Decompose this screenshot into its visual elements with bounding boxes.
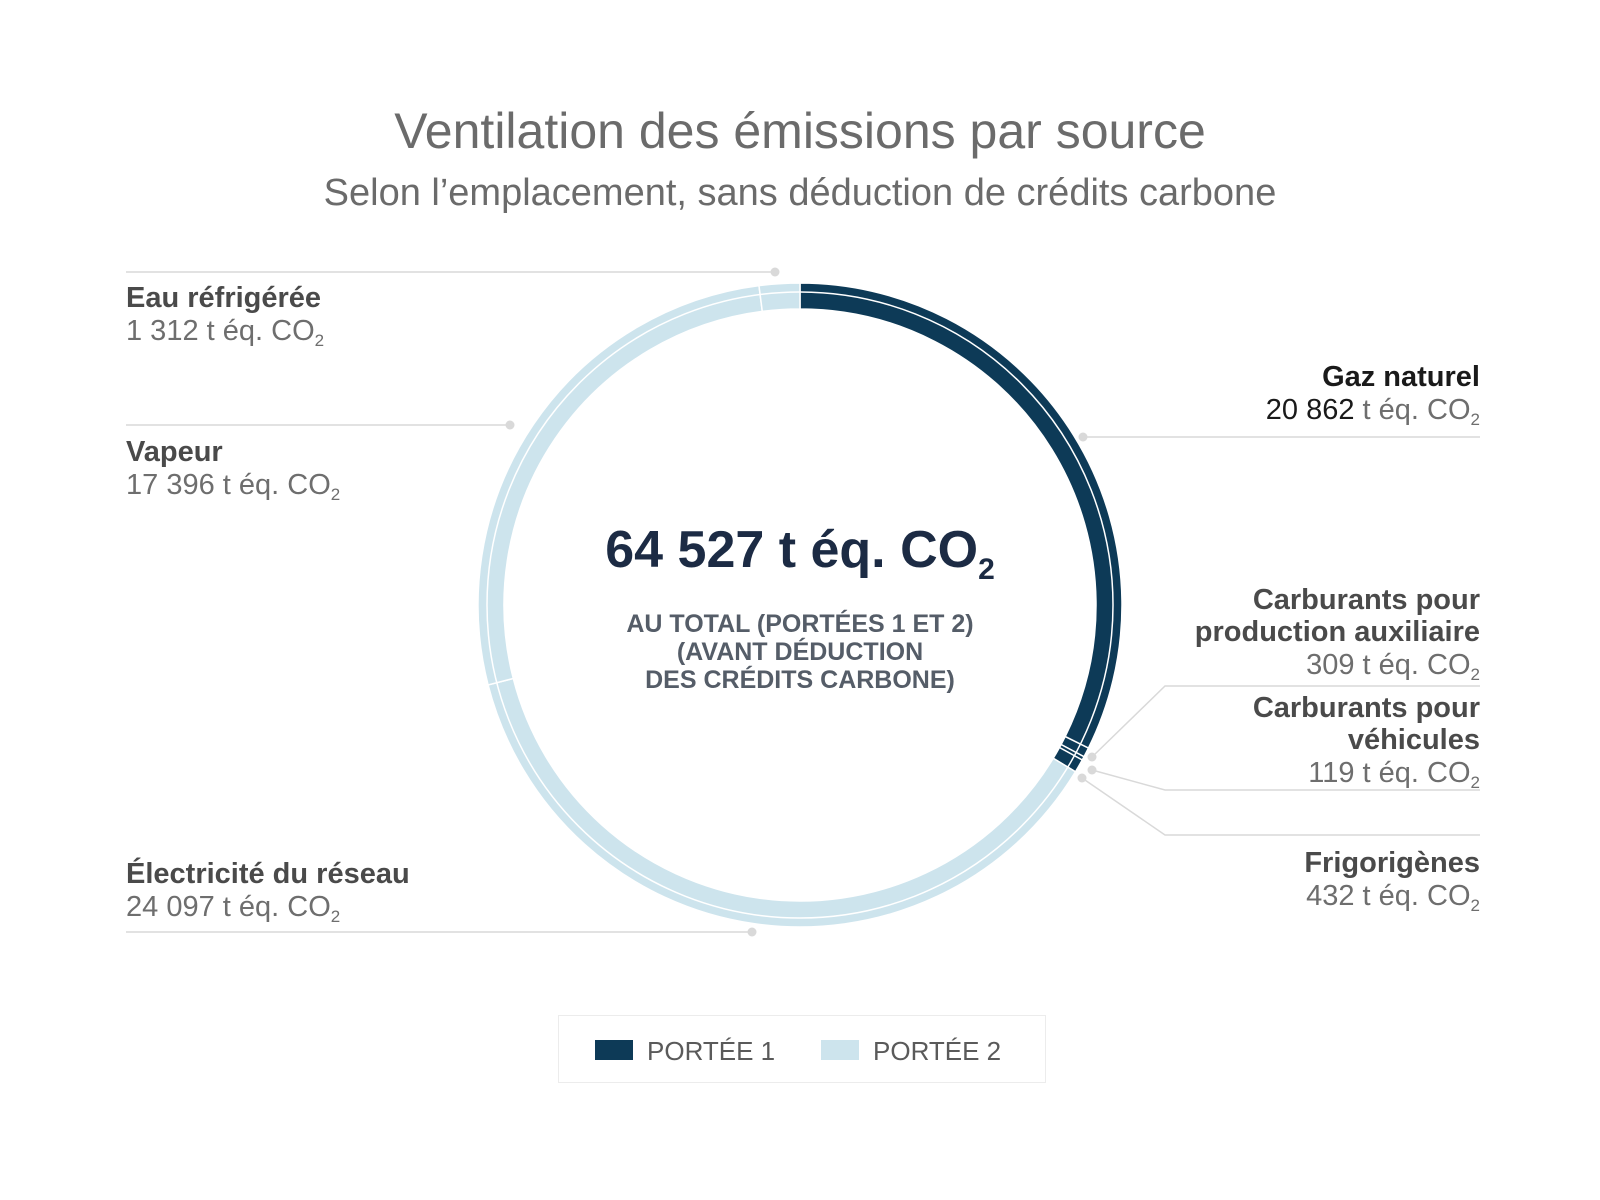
slice-name: Eau réfrigérée bbox=[126, 282, 322, 314]
slice-name: Carburants pour production auxiliaire bbox=[1194, 584, 1480, 648]
center-total-text: 64 527 t éq. CO bbox=[605, 521, 979, 579]
slice-value: 432 t éq. CO2 bbox=[1306, 880, 1480, 915]
leader-dot bbox=[1078, 432, 1088, 442]
slice-label-eau-refrigeree: Eau réfrigérée 1 312 t éq. CO2 bbox=[126, 282, 324, 358]
leader-dot bbox=[747, 927, 757, 937]
slice-label-electricite: Électricité du réseau 24 097 t éq. CO2 bbox=[126, 858, 410, 934]
slice-name: Vapeur bbox=[126, 436, 223, 468]
center-total-sub: 2 bbox=[978, 553, 995, 586]
center-caption: AU TOTAL (PORTÉES 1 ET 2) (AVANT DÉDUCTI… bbox=[540, 610, 1060, 694]
slice-name: Gaz naturel bbox=[1322, 361, 1480, 393]
slice-value: 1 312 t éq. CO2 bbox=[126, 315, 325, 350]
leader-line bbox=[1081, 777, 1480, 836]
slice-label-carburants-production: Carburants pour production auxiliaire 309… bbox=[1080, 584, 1480, 692]
slice-name: Carburants pour véhicules bbox=[1252, 692, 1480, 756]
slice-label-gaz-naturel: Gaz naturel 20 862 t éq. CO2 bbox=[1080, 361, 1480, 437]
slice-4 bbox=[487, 677, 1077, 928]
leader-line bbox=[1091, 685, 1480, 758]
chart-title: Ventilation des émissions par source bbox=[394, 103, 1206, 159]
slice-6 bbox=[758, 282, 801, 313]
ring-inner-line bbox=[486, 291, 1114, 919]
leader-dot bbox=[1087, 765, 1097, 775]
donut-ring bbox=[477, 282, 1123, 928]
slice-label-frigorigenes: Frigorigènes 432 t éq. CO2 bbox=[1080, 847, 1480, 923]
slice-label-vapeur: Vapeur 17 396 t éq. CO2 bbox=[126, 436, 340, 512]
slice-name: Électricité du réseau bbox=[126, 858, 410, 890]
slice-value: 119 t éq. CO2 bbox=[1308, 757, 1480, 792]
center-caption-line: DES CRÉDITS CARBONE) bbox=[645, 666, 955, 694]
leader-lines bbox=[126, 267, 1480, 937]
legend: PORTÉE 1 PORTÉE 2 bbox=[558, 1015, 1046, 1083]
center-caption-line: AU TOTAL (PORTÉES 1 ET 2) bbox=[626, 610, 974, 638]
leader-line bbox=[1091, 769, 1480, 791]
slice-value: 24 097 t éq. CO2 bbox=[126, 891, 341, 926]
chart-subtitle: Selon l’emplacement, sans déduction de c… bbox=[323, 172, 1277, 214]
center-caption-line: (AVANT DÉDUCTION bbox=[676, 638, 924, 666]
slice-label-carburants-vehicules: Carburants pour véhicules 119 t éq. CO2 bbox=[1080, 692, 1480, 800]
legend-swatch bbox=[821, 1040, 859, 1060]
leader-dot bbox=[1087, 752, 1097, 762]
slice-value: 309 t éq. CO2 bbox=[1306, 649, 1480, 684]
leader-dot bbox=[1077, 773, 1087, 783]
leader-dot bbox=[770, 267, 780, 277]
legend-swatch bbox=[595, 1040, 633, 1060]
legend-label: PORTÉE 1 bbox=[647, 1036, 776, 1066]
slice-value: 17 396 t éq. CO2 bbox=[126, 469, 341, 504]
legend-label: PORTÉE 2 bbox=[873, 1036, 1002, 1066]
slice-value: 20 862 t éq. CO2 bbox=[1265, 394, 1480, 429]
leader-dot bbox=[505, 420, 515, 430]
slice-name: Frigorigènes bbox=[1304, 847, 1480, 879]
center-total: 64 527 t éq. CO2 bbox=[540, 520, 1060, 587]
